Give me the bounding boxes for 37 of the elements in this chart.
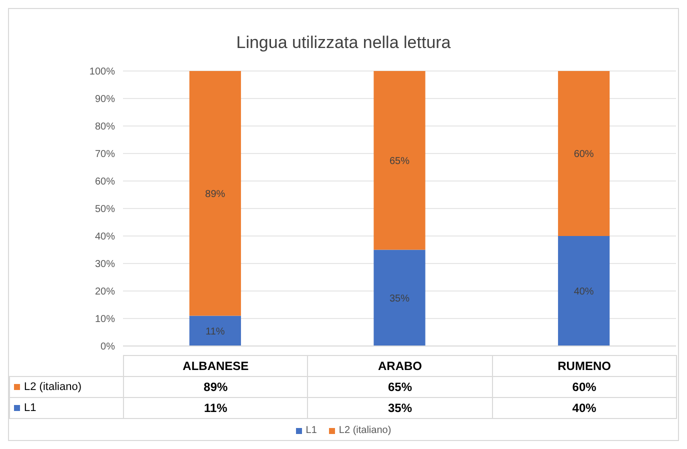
x-tick-label: RUMENO: [492, 356, 676, 376]
text: 35%: [389, 293, 410, 304]
text: L1: [24, 402, 36, 414]
data-label: 11%: [124, 398, 308, 418]
text: 65%: [389, 156, 410, 167]
x-tick-label: ALBANESE: [124, 356, 308, 376]
y-tick-label: 60%: [94, 176, 116, 188]
legend-label: L2 (italiano): [338, 425, 392, 436]
bar: [558, 71, 610, 236]
bar: [189, 71, 241, 316]
data-label: 40%: [492, 398, 676, 418]
data-label: 89%: [124, 376, 308, 398]
x-tick-label: ARABO: [308, 356, 492, 376]
y-tick-label: 80%: [94, 122, 116, 133]
y-tick-label: 40%: [94, 232, 116, 243]
y-tick-label: 30%: [94, 259, 116, 270]
text: 60%: [574, 149, 594, 160]
y-tick-label: 20%: [94, 286, 116, 298]
y-tick-label: 90%: [94, 94, 116, 106]
bar: [374, 71, 426, 250]
bar: [374, 250, 426, 346]
text: 40%: [574, 286, 594, 298]
y-tick-label: 70%: [94, 149, 116, 160]
y-tick-label: 50%: [94, 204, 116, 216]
data-label: 35%: [308, 398, 492, 418]
data-label: 65%: [308, 376, 492, 398]
legend-label: L1: [304, 425, 317, 436]
y-tick-label: 0%: [100, 342, 116, 353]
text: 11%: [206, 326, 225, 338]
y-tick-label: 100%: [89, 66, 116, 78]
y-tick-label: 10%: [94, 314, 116, 326]
text: 89%: [205, 188, 226, 200]
data-label: 60%: [492, 376, 676, 398]
chart-title: Lingua utilizzata nella lettura: [235, 33, 452, 54]
bar: [558, 236, 610, 346]
bar: [189, 316, 241, 346]
text: L2 (italiano): [24, 381, 82, 393]
